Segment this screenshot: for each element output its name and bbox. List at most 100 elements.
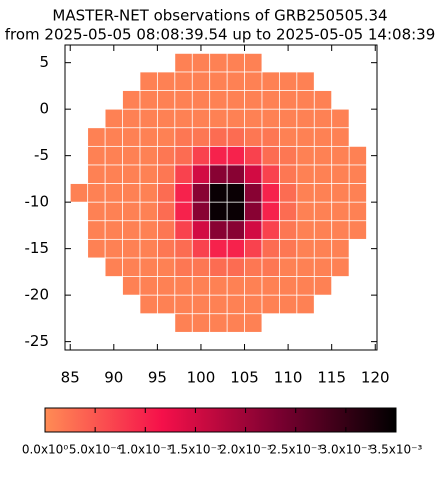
heatmap-cell [88,165,105,184]
heatmap-cell [175,258,192,277]
heatmap-cell [297,165,314,184]
heatmap-cell [88,128,105,146]
heatmap-cell [105,258,123,277]
heatmap-cell [262,221,279,239]
x-tick-label: 115 [317,369,346,387]
heatmap-cell [297,72,314,91]
heatmap-cell [227,146,245,165]
heatmap-cell [227,295,245,314]
heatmap-cell [262,109,279,128]
heatmap-cell [210,295,227,314]
heatmap-cell [105,146,123,165]
heatmap-cell [262,239,279,258]
heatmap-cell [157,239,175,258]
heatmap-cell [157,258,175,277]
heatmap-cell [244,314,262,332]
heatmap-cell [279,202,297,221]
heatmap-cell [262,276,279,295]
heatmap-cell [314,90,332,109]
heatmap-cell [105,202,123,221]
heatmap-cell [314,202,332,221]
heatmap-cell [349,146,367,165]
heatmap-cell [105,221,123,239]
heatmap-cell [157,221,175,239]
colorbar-tick-label: 0.0x10⁰ [22,443,68,457]
heatmap-cell [297,258,314,277]
heatmap-cell [192,109,210,128]
heatmap-cell [210,165,227,184]
heatmap-cell [244,183,262,202]
heatmap-cell [349,221,367,239]
colorbar [44,407,397,433]
heatmap-cell [210,109,227,128]
heatmap-cell [244,239,262,258]
colorbar-tick-label: 5.0x10⁻⁴ [69,443,122,457]
heatmap-cell [157,128,175,146]
heatmap-cell [192,276,210,295]
y-tick-label: -10 [25,193,50,211]
heatmap-cell [140,128,157,146]
heatmap-cell [157,146,175,165]
colorbar-tick-label: 2.0x10⁻³ [219,443,272,457]
colorbar-tick-label: 3.0x10⁻³ [320,443,373,457]
heatmap-cell [192,202,210,221]
heatmap-cell [210,258,227,277]
heatmap-cell [227,202,245,221]
heatmap-cell [314,128,332,146]
x-tick-label: 85 [61,369,80,387]
colorbar-tick-label: 1.0x10⁻³ [119,443,172,457]
heatmap-cell [314,221,332,239]
chart-subtitle: from 2025-05-05 08:08:39.54 up to 2025-0… [5,26,436,44]
x-tick-label: 95 [148,369,167,387]
heatmap-cell [175,295,192,314]
heatmap-cell [279,128,297,146]
heatmap-cell [192,183,210,202]
heatmap-cell [210,146,227,165]
heatmap-cell [140,295,157,314]
heatmap-cell [279,295,297,314]
heatmap-cell [244,221,262,239]
heatmap-cell [279,239,297,258]
heatmap-cell [262,183,279,202]
heatmap-cell [227,165,245,184]
heatmap-cell [157,276,175,295]
heatmap-cell [244,202,262,221]
heatmap-cell [175,165,192,184]
heatmap-cell [192,165,210,184]
heatmap-cell [244,295,262,314]
plot-border [64,44,378,351]
heatmap-cell [262,90,279,109]
heatmap-cell [349,165,367,184]
heatmap-cell [140,72,157,91]
x-tick-label: 90 [104,369,123,387]
heatmap-cell [105,128,123,146]
heatmap-cell [297,295,314,314]
heatmap-cell [157,183,175,202]
heatmap-cell [122,183,140,202]
heatmap-cell [332,202,349,221]
heatmap-cell [122,146,140,165]
heatmap-cell [175,314,192,332]
heatmap-cell [262,72,279,91]
y-tick-label: -20 [25,286,50,304]
heatmap-cell [314,109,332,128]
heatmap-cell [140,146,157,165]
heatmap-cell [122,276,140,295]
y-tick-label: 0 [39,100,49,118]
heatmap-cell [244,53,262,72]
heatmap-cell [88,183,105,202]
heatmap-cell [262,165,279,184]
heatmap-cell [175,239,192,258]
heatmap-cell [227,276,245,295]
heatmap-cell [70,183,88,202]
heatmap-cell [279,258,297,277]
y-tick-label: 5 [39,53,49,71]
heatmap-cell [192,221,210,239]
heatmap-cell [314,276,332,295]
heatmap-cell [192,295,210,314]
x-tick-label: 110 [274,369,303,387]
heatmap-cell [332,128,349,146]
heatmap-cell [122,202,140,221]
heatmap-cell [262,202,279,221]
heatmap-cell [105,239,123,258]
